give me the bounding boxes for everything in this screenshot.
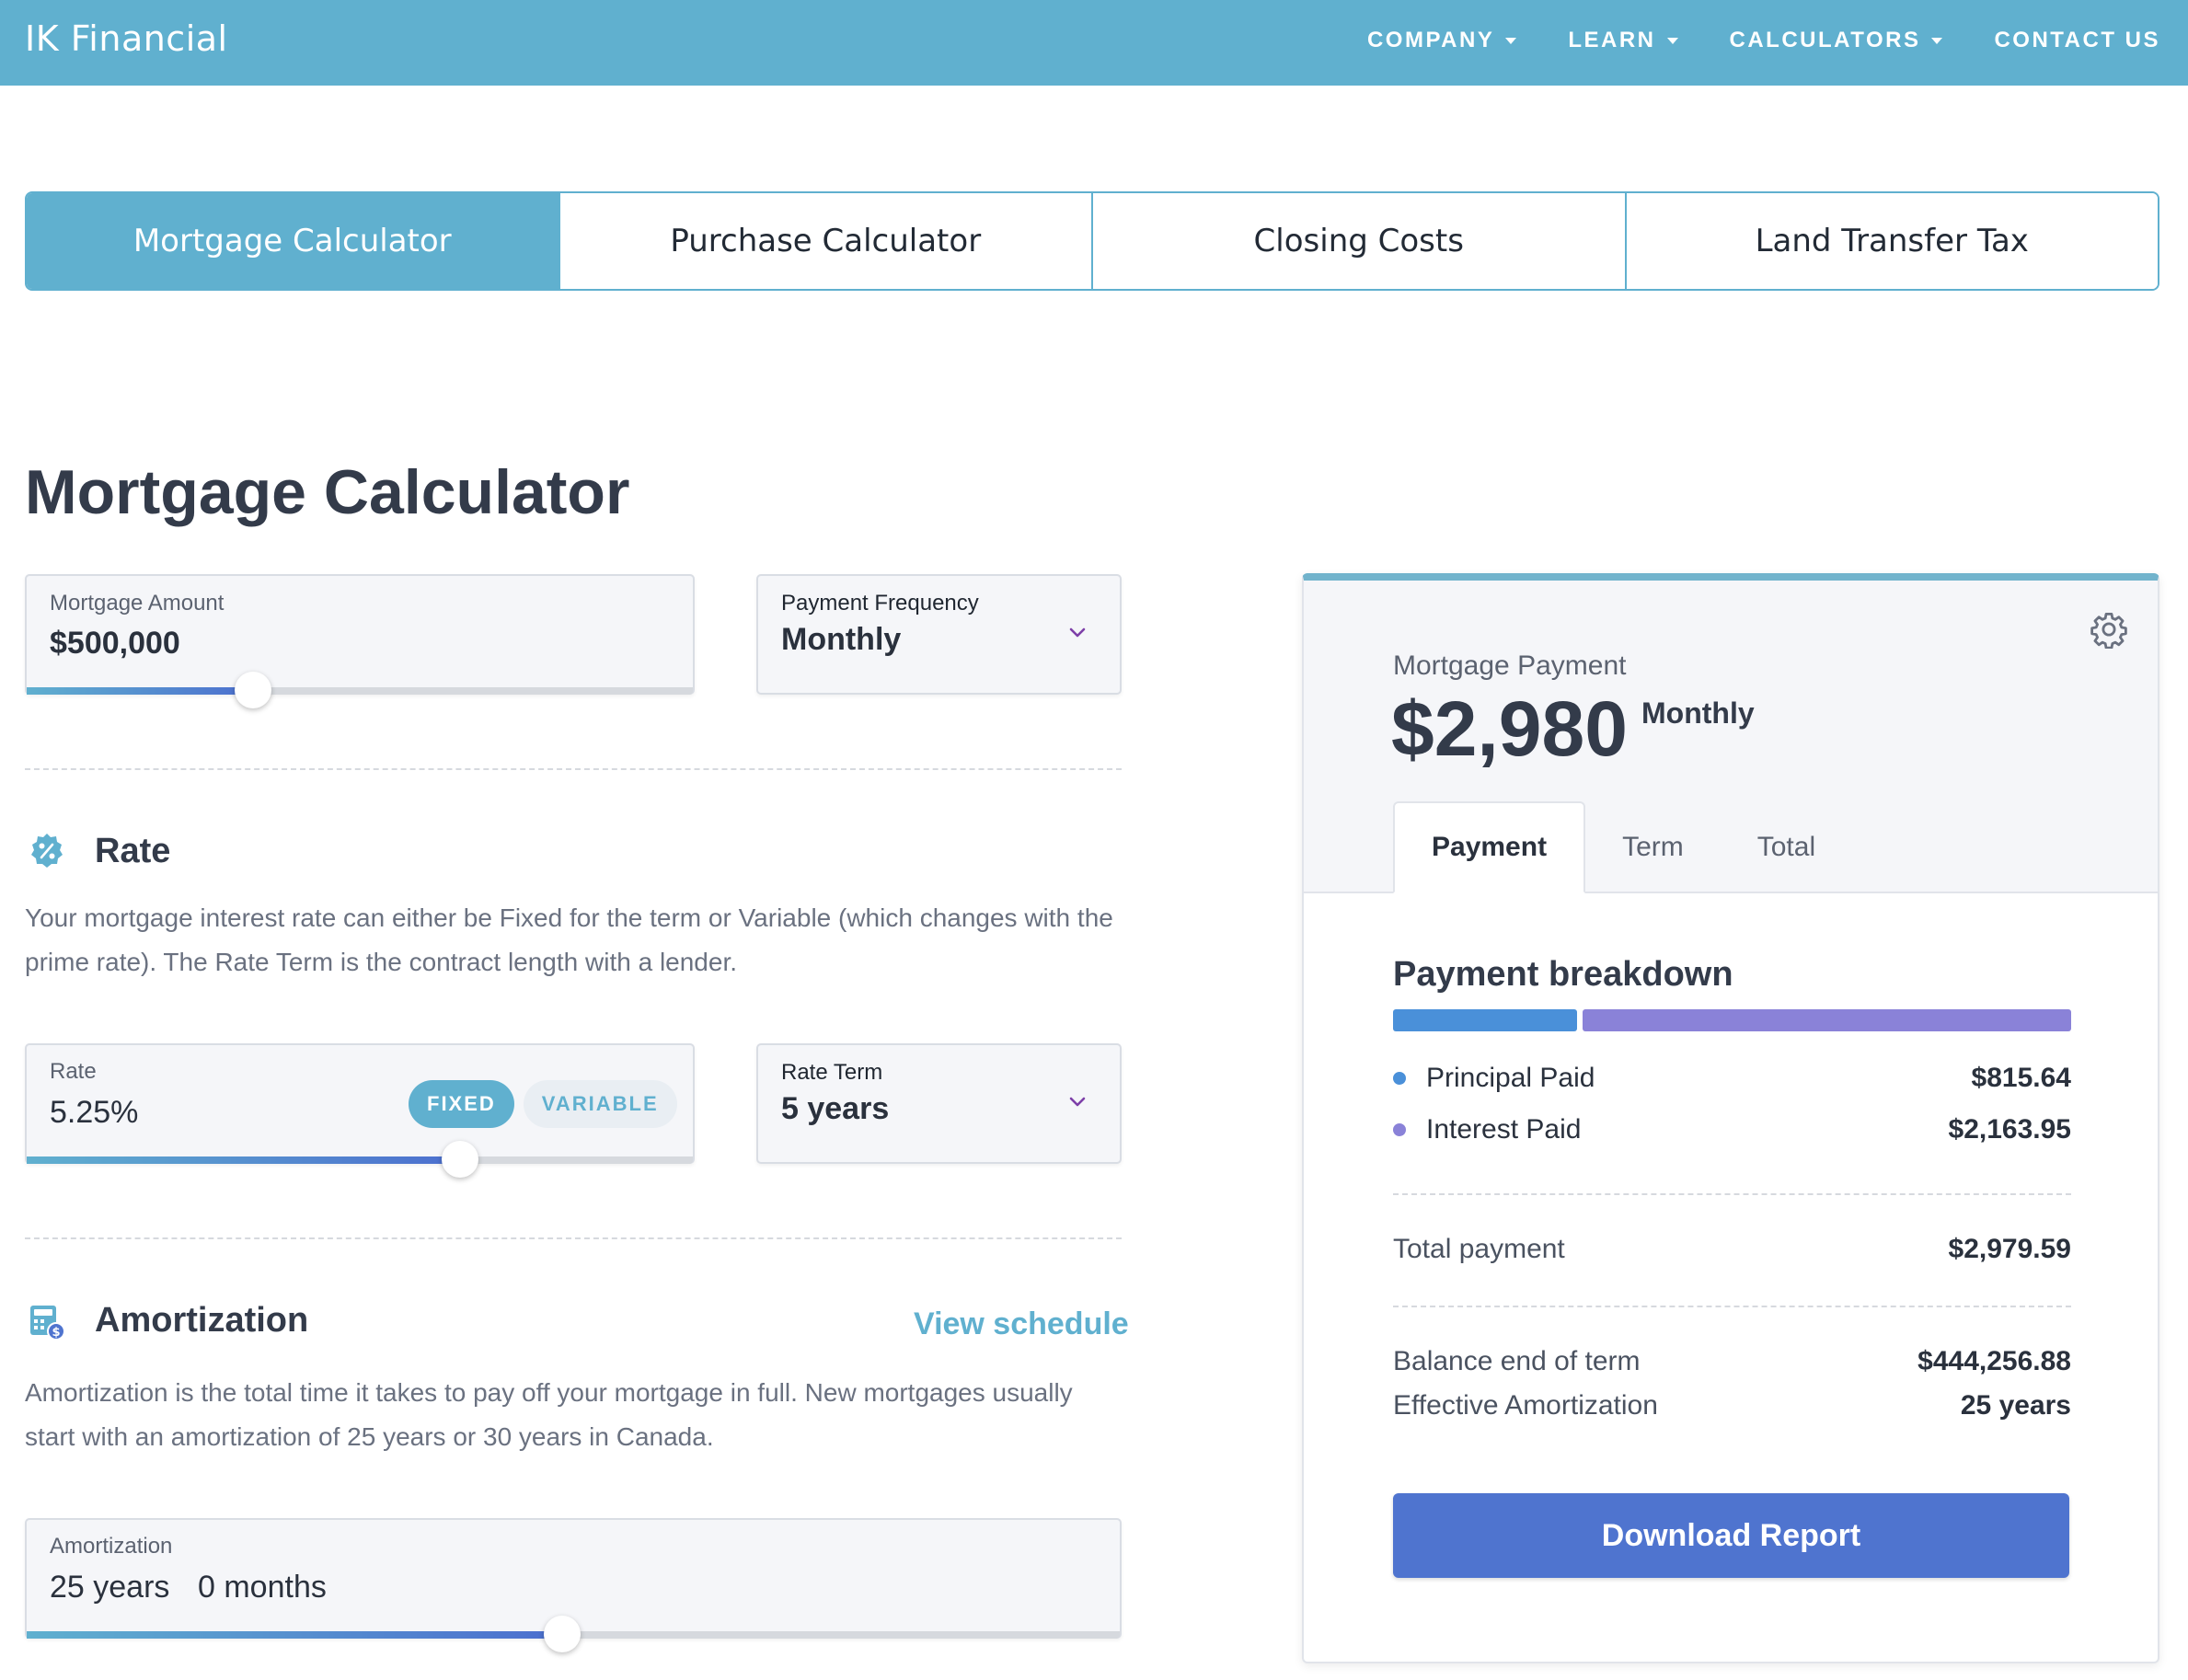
download-report-button[interactable]: Download Report <box>1393 1493 2069 1578</box>
amortization-label: Amortization <box>50 1534 173 1559</box>
view-schedule-link[interactable]: View schedule <box>914 1306 1129 1341</box>
nav-label: CONTACT US <box>1994 28 2160 52</box>
results-tabs: Payment Term Total <box>1393 801 1852 895</box>
nav-label: COMPANY <box>1366 28 1495 52</box>
mortgage-amount-slider-thumb[interactable] <box>235 672 271 708</box>
principal-row: Principal Paid $815.64 <box>1393 1063 2071 1094</box>
payment-breakdown-bar <box>1393 1009 2071 1031</box>
rate-section-title: Rate <box>95 832 171 870</box>
chevron-down-icon <box>1069 627 1086 638</box>
rate-term-value: 5 years <box>781 1091 890 1126</box>
effective-amortization-label: Effective Amortization <box>1393 1390 1658 1421</box>
nav-company[interactable]: COMPANY <box>1366 28 1517 53</box>
card-divider <box>1393 1306 2071 1307</box>
total-payment-value: $2,979.59 <box>1948 1234 2071 1264</box>
amortization-slider-fill <box>27 1631 562 1639</box>
rate-slider-fill <box>27 1156 460 1164</box>
main-nav: COMPANY LEARN CALCULATORS CONTACT US <box>1316 28 2160 53</box>
mortgage-payment-amount: $2,980 <box>1391 685 1628 772</box>
rate-slider-thumb[interactable] <box>442 1141 478 1178</box>
nav-label: CALCULATORS <box>1729 28 1921 52</box>
tab-mortgage-calculator[interactable]: Mortgage Calculator <box>27 193 559 289</box>
rate-field[interactable]: Rate 5.25% FIXED VARIABLE <box>25 1043 695 1178</box>
interest-bar-segment <box>1583 1009 2071 1031</box>
nav-calculators[interactable]: CALCULATORS <box>1730 28 1943 53</box>
nav-learn[interactable]: LEARN <box>1568 28 1678 53</box>
svg-text:$: $ <box>52 1326 60 1340</box>
total-payment-label: Total payment <box>1393 1234 1565 1264</box>
tab-term[interactable]: Term <box>1622 832 1684 862</box>
interest-row: Interest Paid $2,163.95 <box>1393 1114 2071 1145</box>
total-payment-row: Total payment $2,979.59 <box>1393 1234 2071 1265</box>
fixed-rate-button[interactable]: FIXED <box>409 1080 514 1128</box>
payment-frequency-label: Payment Frequency <box>781 591 979 616</box>
variable-rate-button[interactable]: VARIABLE <box>523 1080 677 1128</box>
nav-label: LEARN <box>1568 28 1656 52</box>
payment-frequency-value: Monthly <box>781 622 902 657</box>
interest-label: Interest Paid <box>1426 1114 1582 1145</box>
principal-value: $815.64 <box>1971 1063 2071 1093</box>
calculator-tabs: Mortgage Calculator Purchase Calculator … <box>25 191 2159 291</box>
interest-dot-icon <box>1393 1123 1406 1136</box>
interest-value: $2,163.95 <box>1948 1114 2071 1145</box>
percent-badge-icon <box>31 834 63 868</box>
effective-amortization-row: Effective Amortization 25 years <box>1393 1390 2071 1421</box>
section-divider <box>25 1237 1122 1239</box>
chevron-down-icon <box>1069 1097 1086 1107</box>
tab-closing-costs[interactable]: Closing Costs <box>1091 193 1625 289</box>
amortization-section-title: Amortization <box>95 1301 309 1340</box>
tab-purchase-calculator[interactable]: Purchase Calculator <box>558 193 1091 289</box>
rate-description: Your mortgage interest rate can either b… <box>25 903 1113 976</box>
payment-breakdown-title: Payment breakdown <box>1393 955 1733 994</box>
amortization-slider-thumb[interactable] <box>544 1616 581 1652</box>
mortgage-amount-value[interactable]: $500,000 <box>50 626 180 661</box>
rate-slider-track[interactable] <box>27 1156 693 1164</box>
rate-type-toggle: FIXED VARIABLE <box>409 1080 677 1128</box>
calculator-dollar-icon: $ <box>30 1306 65 1341</box>
results-card-header: Mortgage Payment $2,980 Monthly Payment … <box>1304 581 2158 893</box>
section-divider <box>25 768 1122 770</box>
results-card: Mortgage Payment $2,980 Monthly Payment … <box>1302 573 2159 1663</box>
principal-dot-icon <box>1393 1072 1406 1085</box>
amortization-months-value[interactable]: 0 months <box>198 1570 327 1605</box>
rate-term-select[interactable]: Rate Term 5 years <box>756 1043 1122 1164</box>
tab-land-transfer-tax[interactable]: Land Transfer Tax <box>1624 193 2158 289</box>
caret-down-icon <box>1505 37 1517 44</box>
payment-frequency-select[interactable]: Payment Frequency Monthly <box>756 574 1122 695</box>
mortgage-amount-slider-fill <box>27 687 253 695</box>
amortization-years-value[interactable]: 25 years <box>50 1570 170 1605</box>
gear-icon[interactable] <box>2090 610 2128 649</box>
caret-down-icon <box>1666 37 1678 44</box>
rate-label: Rate <box>50 1059 97 1084</box>
mortgage-amount-label: Mortgage Amount <box>50 591 225 616</box>
balance-label: Balance end of term <box>1393 1346 1641 1376</box>
balance-value: $444,256.88 <box>1917 1346 2071 1376</box>
mortgage-amount-field[interactable]: Mortgage Amount $500,000 <box>25 574 695 708</box>
mortgage-payment-period: Monthly <box>1641 696 1755 730</box>
page-title: Mortgage Calculator <box>25 457 630 527</box>
caret-down-icon <box>1931 37 1943 44</box>
mortgage-payment-label: Mortgage Payment <box>1393 650 1627 681</box>
tab-payment[interactable]: Payment <box>1393 801 1586 893</box>
brand-logo[interactable]: IK Financial <box>25 18 228 59</box>
top-nav-bar: IK Financial COMPANY LEARN CALCULATORS C… <box>0 0 2188 86</box>
rate-value[interactable]: 5.25% <box>50 1095 139 1130</box>
principal-bar-segment <box>1393 1009 1577 1031</box>
amortization-description: Amortization is the total time it takes … <box>25 1378 1073 1451</box>
tab-total[interactable]: Total <box>1756 832 1816 862</box>
balance-row: Balance end of term $444,256.88 <box>1393 1346 2071 1377</box>
nav-contact-us[interactable]: CONTACT US <box>1994 28 2160 53</box>
principal-label: Principal Paid <box>1426 1063 1595 1093</box>
effective-amortization-value: 25 years <box>1960 1390 2071 1421</box>
mortgage-amount-slider-track[interactable] <box>27 687 693 695</box>
amortization-field[interactable]: Amortization 25 years 0 months <box>25 1518 1122 1652</box>
rate-term-label: Rate Term <box>781 1060 883 1085</box>
card-divider <box>1393 1193 2071 1195</box>
